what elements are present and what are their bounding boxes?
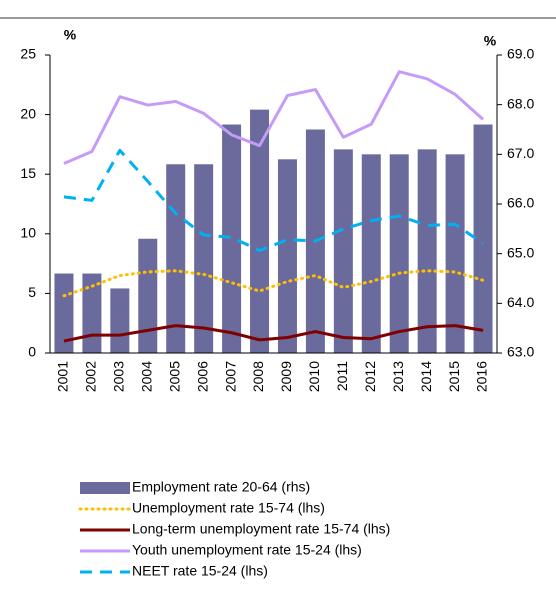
x-tick-label: 2015 [446, 361, 462, 392]
line-series [63, 70, 485, 165]
legend-swatch [80, 482, 130, 494]
x-tick-label: 2012 [362, 361, 378, 392]
x-tick-label: 2007 [222, 361, 238, 392]
x-tick-label: 2011 [334, 361, 350, 391]
bar [250, 109, 270, 353]
bar [361, 154, 381, 353]
y2-tick-label: 69.0 [507, 46, 534, 62]
x-tick-label: 2008 [250, 361, 266, 392]
y2-tick-label: 67.0 [507, 145, 534, 161]
y2-unit: % [484, 33, 497, 49]
x-tick-label: 2002 [83, 361, 99, 392]
y-tick-label: 20 [20, 105, 36, 121]
x-tick-label: 2009 [278, 361, 294, 392]
y2-tick-label: 66.0 [507, 195, 534, 211]
legend-label: Unemployment rate 15-74 (lhs) [132, 500, 325, 516]
y2-tick-label: 65.0 [507, 244, 534, 260]
line-series [62, 269, 485, 298]
bar [473, 124, 493, 354]
y-tick-label: 25 [20, 46, 36, 62]
bar [333, 149, 353, 353]
x-tick-label: 2003 [111, 361, 127, 392]
bar [138, 238, 158, 353]
bar [82, 273, 102, 353]
x-tick-label: 2010 [306, 361, 322, 392]
x-tick-label: 2005 [166, 361, 182, 392]
bar [110, 288, 130, 353]
legend-label: Youth unemployment rate 15-24 (lhs) [132, 542, 362, 558]
legend-label: NEET rate 15-24 (lhs) [132, 563, 268, 579]
y-tick-label: 0 [28, 344, 36, 360]
x-tick-label: 2001 [55, 361, 71, 392]
line-series [63, 148, 484, 252]
x-tick-label: 2004 [138, 361, 154, 392]
x-tick-label: 2006 [194, 361, 210, 392]
bar [445, 154, 465, 353]
x-tick-label: 2014 [418, 361, 434, 392]
legend-label: Employment rate 20-64 (rhs) [132, 479, 310, 495]
y-unit: % [64, 27, 77, 43]
bar [389, 154, 409, 353]
y-tick-label: 15 [20, 165, 36, 181]
y2-tick-label: 64.0 [507, 294, 534, 310]
bar [277, 159, 297, 353]
y-tick-label: 5 [28, 284, 36, 300]
line-series [63, 324, 484, 343]
legend-label: Long-term unemployment rate 15-74 (lhs) [132, 521, 390, 537]
x-tick-label: 2016 [474, 361, 490, 392]
bar [417, 149, 437, 353]
y-tick-label: 10 [20, 225, 36, 241]
y2-tick-label: 68.0 [507, 95, 534, 111]
bar [166, 164, 186, 353]
bar [194, 164, 214, 353]
y2-tick-label: 63.0 [507, 344, 534, 360]
x-tick-label: 2013 [390, 361, 406, 392]
bar [222, 124, 242, 354]
